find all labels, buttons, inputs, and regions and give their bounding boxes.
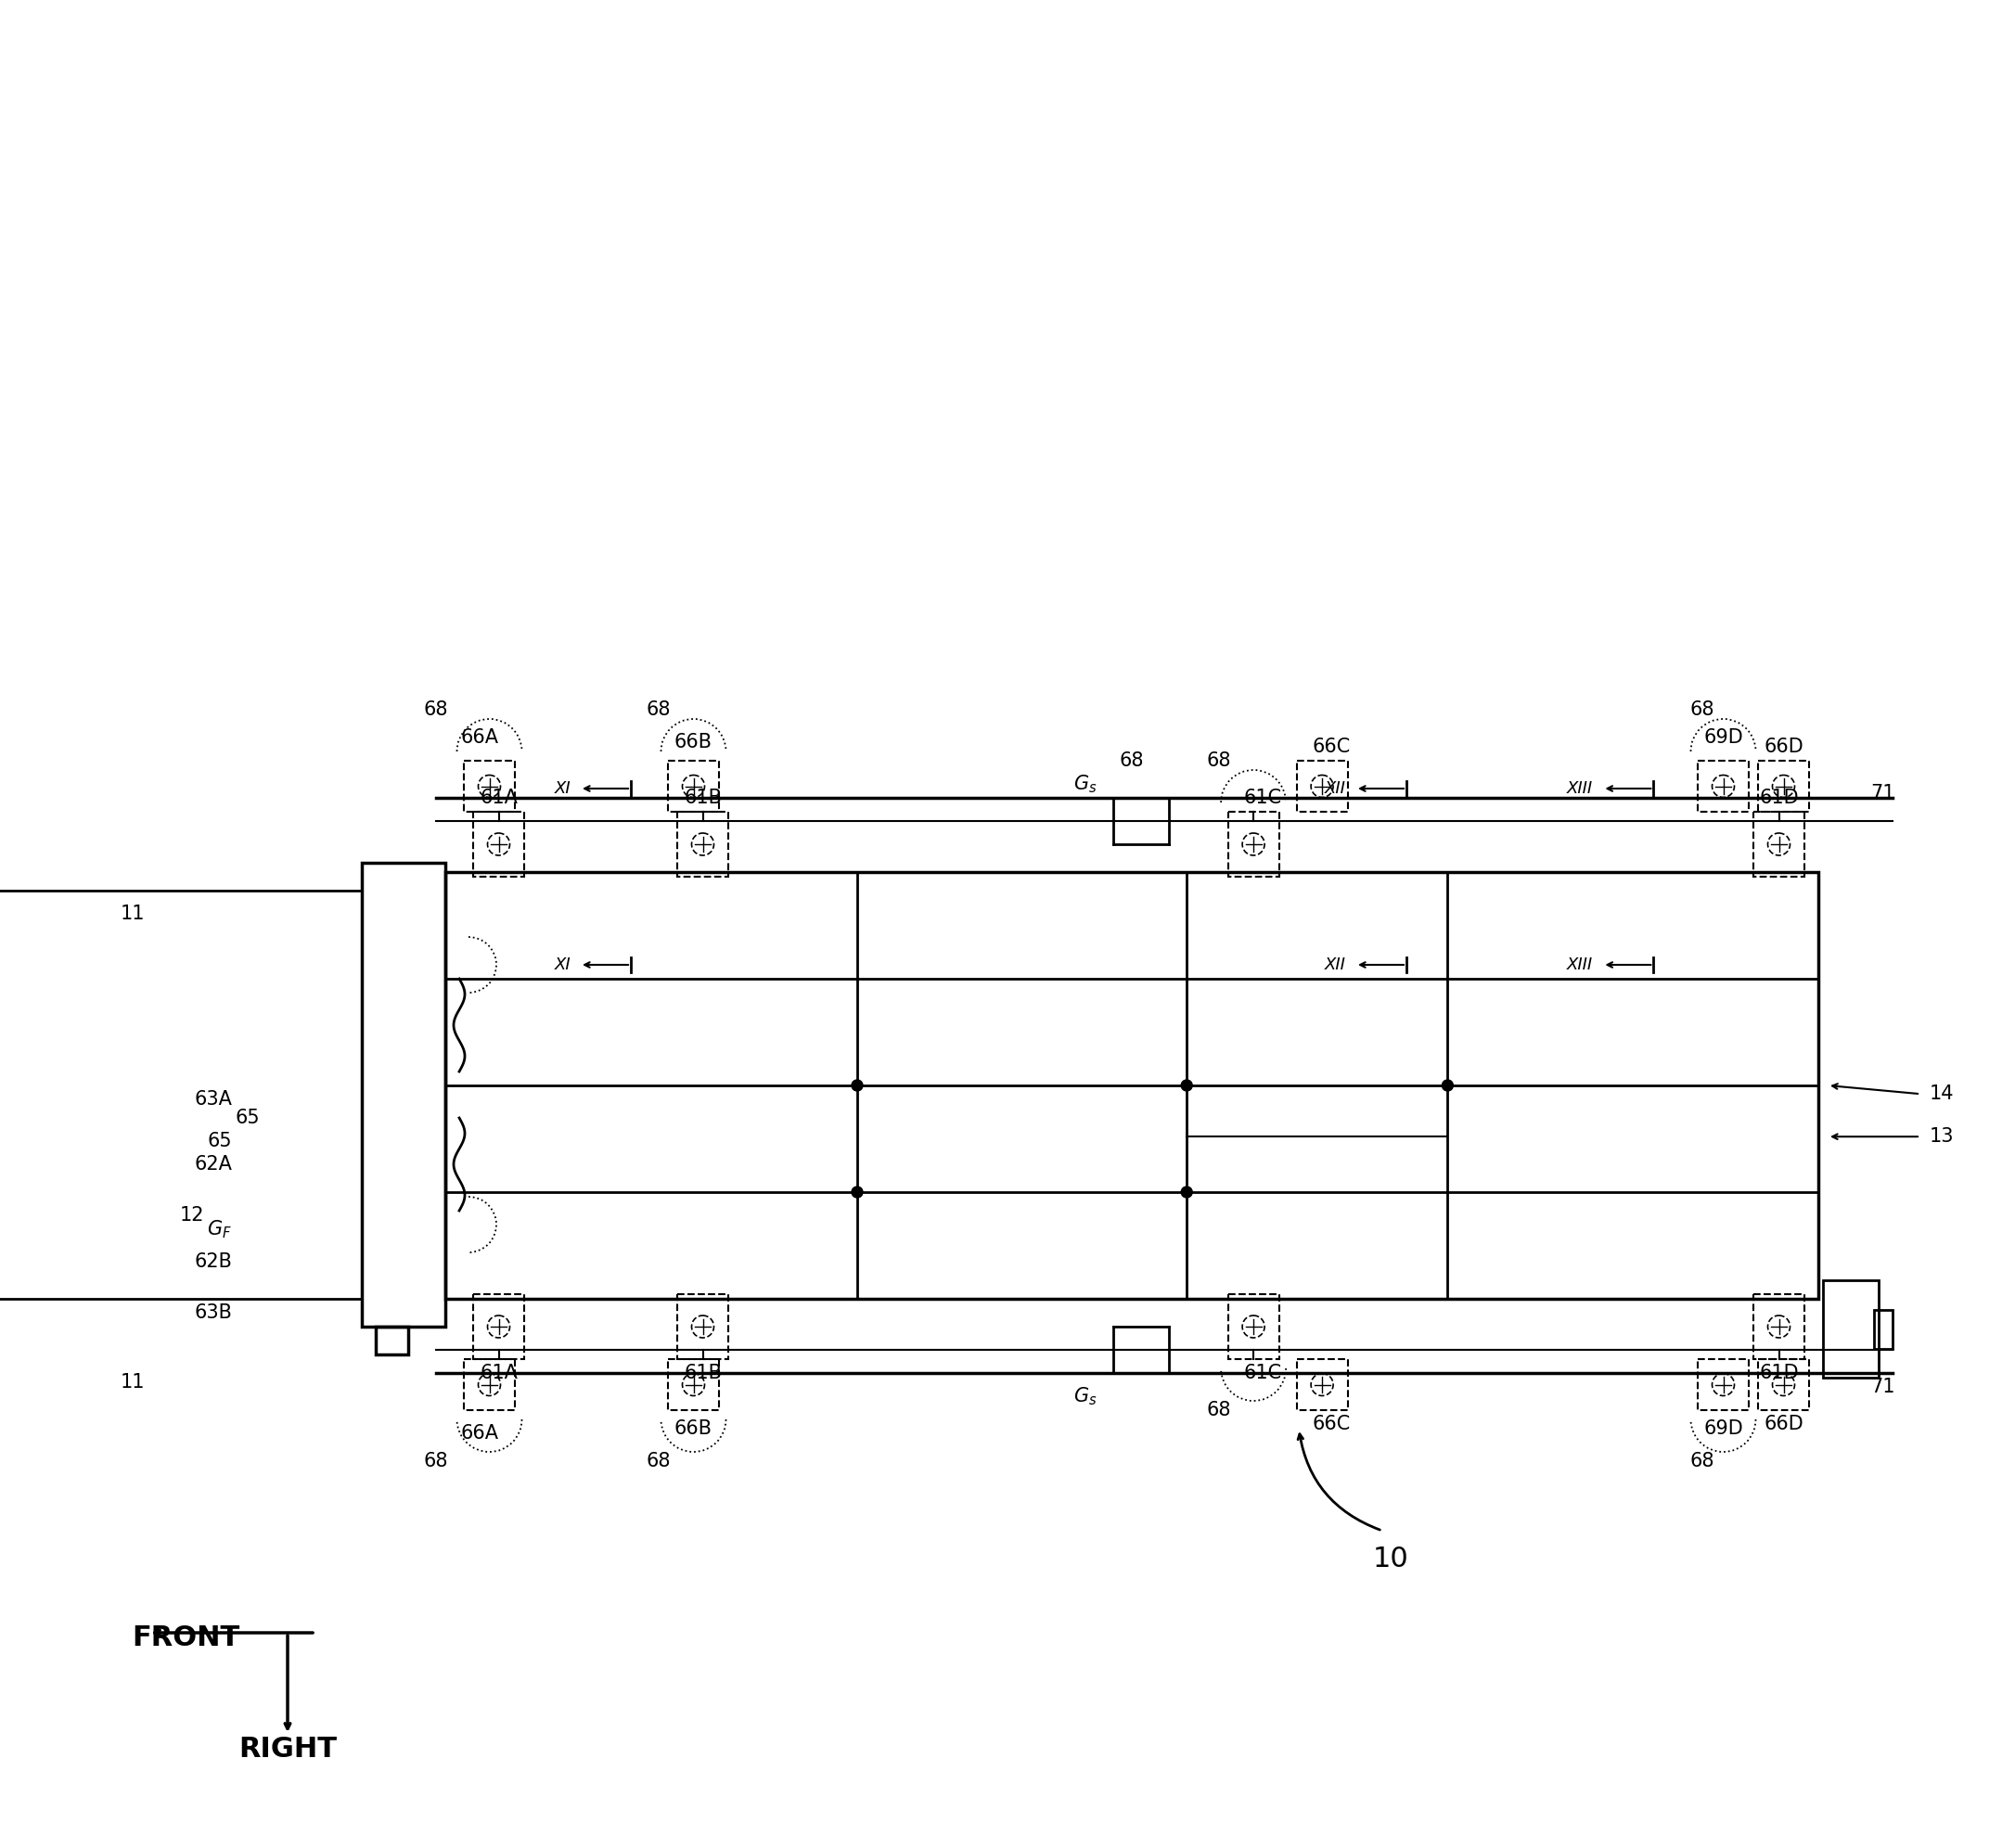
Text: 11: 11: [121, 904, 145, 922]
Text: $G_F$: $G_F$: [208, 1218, 232, 1240]
Text: 66C: 66C: [1312, 1416, 1350, 1434]
Bar: [1753, 811, 1803, 876]
Bar: [1699, 1358, 1749, 1410]
Text: FRONT: FRONT: [131, 1624, 240, 1652]
Text: XIII: XIII: [1568, 957, 1594, 974]
Text: 66D: 66D: [1763, 737, 1803, 756]
Text: $G_s$: $G_s$: [1074, 1386, 1098, 1406]
Text: 61A: 61A: [480, 1364, 518, 1382]
Circle shape: [852, 1186, 862, 1198]
Text: 66A: 66A: [461, 1425, 500, 1443]
Text: 63A: 63A: [193, 1090, 232, 1109]
Text: 63B: 63B: [193, 1303, 232, 1321]
Text: 68: 68: [1207, 752, 1231, 771]
Text: 14: 14: [1930, 1085, 1955, 1103]
Text: 65: 65: [208, 1131, 232, 1149]
Bar: [463, 1358, 516, 1410]
Text: 61B: 61B: [683, 789, 721, 808]
Text: 68: 68: [1691, 700, 1715, 719]
Bar: [1757, 1358, 1809, 1410]
Text: 61D: 61D: [1759, 1364, 1799, 1382]
Bar: [1227, 1294, 1280, 1358]
Text: 61D: 61D: [1759, 789, 1799, 808]
Bar: [445, 872, 1818, 1299]
Text: 65: 65: [236, 1109, 260, 1127]
Text: RIGHT: RIGHT: [238, 1735, 337, 1763]
Text: 68: 68: [1691, 1453, 1715, 1471]
Text: 12: 12: [179, 1207, 204, 1225]
Text: XI: XI: [554, 780, 570, 796]
Bar: [474, 811, 524, 876]
Text: 68: 68: [1120, 752, 1145, 771]
Text: XII: XII: [1326, 957, 1346, 974]
Text: 68: 68: [647, 1453, 671, 1471]
Bar: [677, 1294, 727, 1358]
Text: 68: 68: [1207, 1401, 1231, 1419]
Bar: [1699, 761, 1749, 811]
Text: 66B: 66B: [675, 734, 713, 752]
Text: XI: XI: [554, 957, 570, 974]
Text: 68: 68: [423, 1453, 447, 1471]
Text: 68: 68: [647, 700, 671, 719]
Text: 71: 71: [1872, 1377, 1896, 1397]
Bar: [1824, 1281, 1878, 1377]
Text: 61C: 61C: [1243, 1364, 1282, 1382]
Text: 66C: 66C: [1312, 737, 1350, 756]
Text: 69D: 69D: [1703, 728, 1743, 747]
Text: 61B: 61B: [683, 1364, 721, 1382]
Bar: [677, 811, 727, 876]
Text: 71: 71: [1872, 784, 1896, 802]
Text: 66A: 66A: [461, 728, 500, 747]
Bar: [363, 863, 445, 1327]
Text: 62A: 62A: [193, 1155, 232, 1173]
Bar: [463, 761, 516, 811]
Bar: [1753, 1294, 1803, 1358]
Circle shape: [852, 1079, 862, 1090]
Bar: [474, 1294, 524, 1358]
Text: 69D: 69D: [1703, 1419, 1743, 1438]
Circle shape: [1181, 1079, 1193, 1090]
Text: 62B: 62B: [193, 1253, 232, 1271]
Bar: [667, 761, 719, 811]
Bar: [1874, 1310, 1892, 1349]
Bar: [667, 1358, 719, 1410]
Text: 61C: 61C: [1243, 789, 1282, 808]
Circle shape: [1443, 1079, 1453, 1090]
Text: XIII: XIII: [1568, 780, 1594, 796]
Circle shape: [1181, 1186, 1193, 1198]
Text: 66D: 66D: [1763, 1416, 1803, 1434]
Bar: [1227, 811, 1280, 876]
Text: 68: 68: [423, 700, 447, 719]
Text: XII: XII: [1326, 780, 1346, 796]
Text: 66B: 66B: [675, 1419, 713, 1438]
Bar: [375, 1327, 409, 1355]
Text: $G_s$: $G_s$: [1074, 772, 1098, 795]
Text: 13: 13: [1930, 1127, 1955, 1146]
Text: 11: 11: [121, 1373, 145, 1392]
Text: 61A: 61A: [480, 789, 518, 808]
Text: 10: 10: [1372, 1545, 1408, 1573]
Bar: [1296, 761, 1348, 811]
Bar: [1757, 761, 1809, 811]
Bar: [1296, 1358, 1348, 1410]
